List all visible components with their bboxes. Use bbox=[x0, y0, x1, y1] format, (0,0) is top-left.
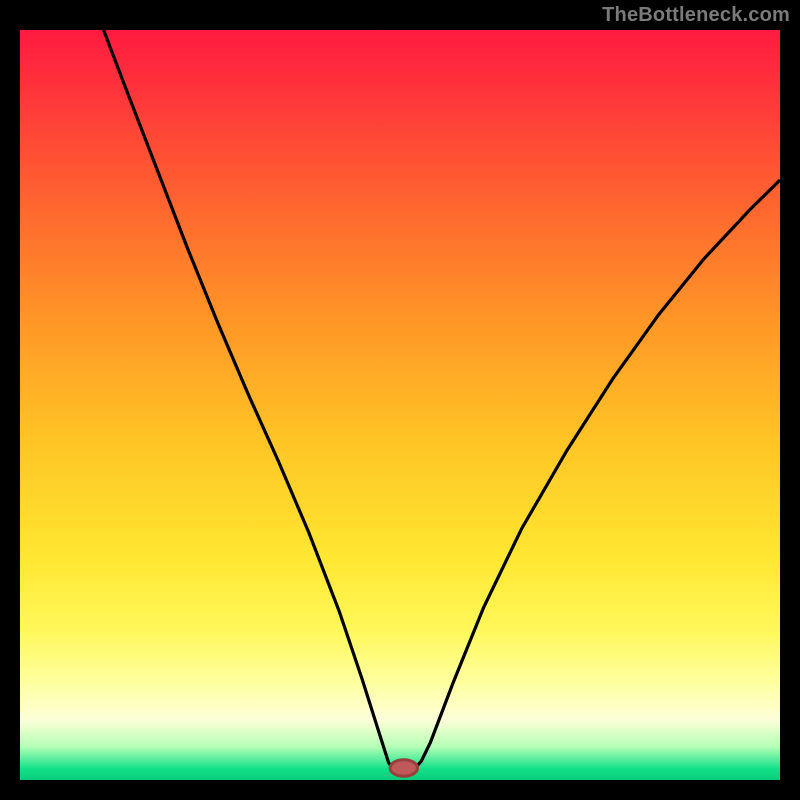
watermark-text: TheBottleneck.com bbox=[602, 4, 790, 27]
bottleneck-chart-svg bbox=[20, 30, 780, 780]
plot-area bbox=[20, 30, 780, 780]
chart-frame: TheBottleneck.com bbox=[0, 0, 800, 800]
optimal-point-marker bbox=[390, 760, 417, 777]
gradient-background bbox=[20, 30, 780, 780]
